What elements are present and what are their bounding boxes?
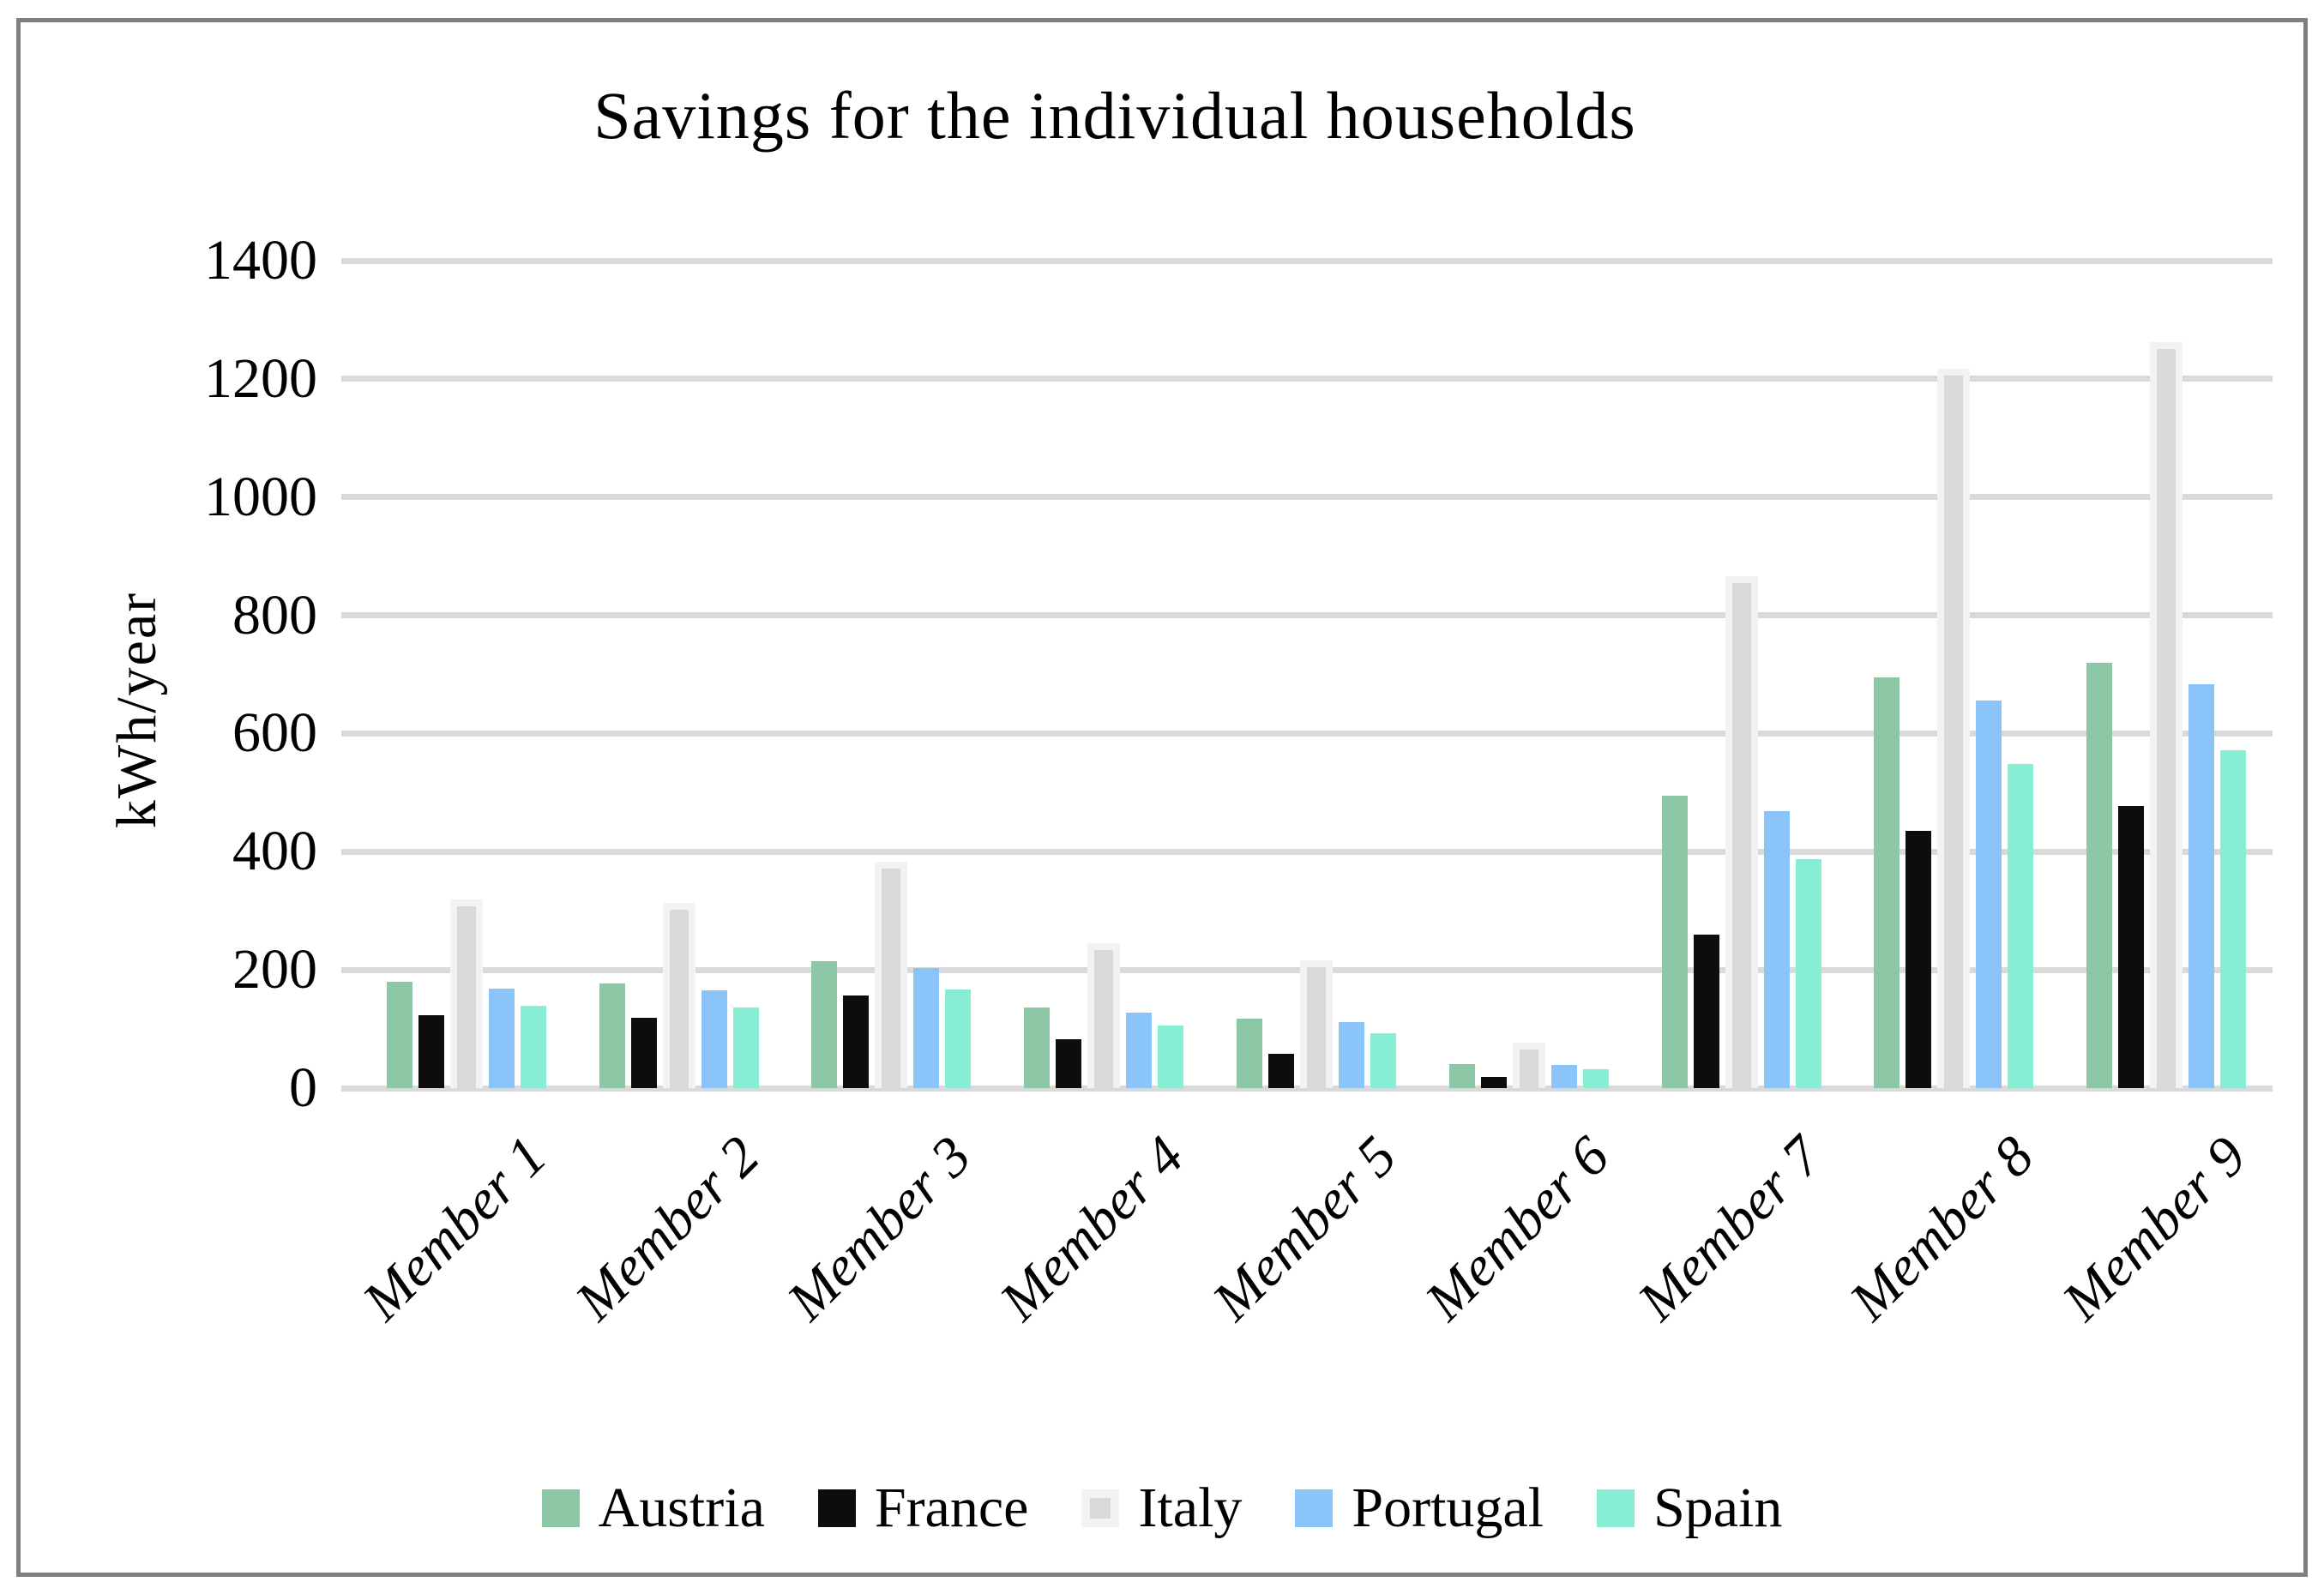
y-tick-label-1000: 1000 — [204, 465, 317, 528]
bar-spain-member-5 — [1370, 1032, 1396, 1088]
gridline-1000 — [341, 494, 2273, 501]
legend-swatch-spain — [1597, 1489, 1635, 1527]
bar-france-member-9 — [2118, 806, 2145, 1088]
bar-austria-member-6 — [1448, 1063, 1475, 1088]
x-tick-label-member-9: Member 9 — [2050, 1124, 2259, 1332]
legend: Austria France Italy Portugal Spain — [0, 1471, 2324, 1545]
bar-france-member-8 — [1906, 831, 1932, 1088]
bar-austria-member-9 — [2086, 662, 2113, 1088]
y-tick-label-600: 600 — [232, 701, 317, 765]
legend-swatch-italy — [1081, 1489, 1120, 1527]
bar-italy-member-7 — [1725, 575, 1758, 1088]
bar-france-member-7 — [1693, 934, 1719, 1088]
legend-label-france: France — [874, 1477, 1029, 1539]
x-tick-label-member-6: Member 6 — [1412, 1124, 1622, 1332]
bar-spain-member-3 — [945, 989, 972, 1088]
bar-austria-member-8 — [1874, 677, 1900, 1088]
bar-group-member-9 — [2060, 261, 2273, 1088]
legend-label-portugal: Portugal — [1352, 1477, 1544, 1539]
bar-spain-member-4 — [1158, 1025, 1184, 1088]
legend-swatch-portugal — [1295, 1489, 1334, 1527]
bar-spain-member-8 — [2008, 764, 2034, 1088]
y-tick-label-800: 800 — [232, 583, 317, 647]
y-tick-label-1400: 1400 — [204, 229, 317, 292]
bar-austria-member-7 — [1661, 795, 1688, 1088]
bar-portugal-member-2 — [701, 990, 727, 1088]
bar-france-member-2 — [630, 1017, 657, 1088]
legend-item-portugal: Portugal — [1295, 1480, 1544, 1537]
bar-italy-member-2 — [662, 902, 695, 1088]
x-tick-label-member-5: Member 5 — [1201, 1124, 1409, 1332]
bar-italy-member-6 — [1512, 1042, 1545, 1088]
bar-portugal-member-7 — [1763, 811, 1790, 1088]
y-tick-label-200: 200 — [232, 938, 317, 1002]
bar-portugal-member-8 — [1976, 700, 2002, 1088]
bar-group-member-6 — [1423, 261, 1635, 1088]
bar-spain-member-6 — [1582, 1068, 1609, 1088]
bar-france-member-3 — [843, 995, 870, 1088]
plot-area — [341, 257, 2273, 1092]
bar-spain-member-7 — [1795, 858, 1821, 1088]
bar-group-member-4 — [997, 261, 1210, 1088]
bar-italy-member-4 — [1087, 942, 1121, 1088]
x-tick-label-member-8: Member 8 — [1838, 1124, 2046, 1332]
x-tick-label-member-1: Member 1 — [351, 1124, 559, 1332]
legend-item-austria: Austria — [541, 1477, 765, 1539]
bar-portugal-member-3 — [913, 968, 940, 1088]
bar-italy-member-5 — [1299, 959, 1333, 1088]
legend-label-spain: Spain — [1653, 1477, 1783, 1539]
bar-portugal-member-1 — [488, 989, 515, 1088]
legend-label-austria: Austria — [598, 1477, 765, 1539]
bar-france-member-4 — [1056, 1039, 1082, 1088]
bar-spain-member-1 — [520, 1005, 546, 1088]
gridline-1400 — [341, 257, 2273, 264]
bar-austria-member-3 — [811, 960, 838, 1088]
bar-portugal-member-6 — [1550, 1065, 1577, 1088]
bar-france-member-1 — [418, 1014, 444, 1088]
bar-france-member-6 — [1480, 1076, 1507, 1088]
gridline-1200 — [341, 376, 2273, 382]
y-tick-label-1200: 1200 — [204, 346, 317, 410]
legend-swatch-austria — [541, 1489, 580, 1527]
bar-portugal-member-9 — [2189, 684, 2215, 1088]
x-axis-tick-labels: Member 1 Member 2 Member 3 Member 4 Member 5… — [351, 1088, 2273, 1448]
bar-spain-member-9 — [2220, 749, 2247, 1088]
bar-group-member-2 — [573, 261, 786, 1088]
bar-austria-member-2 — [599, 983, 625, 1088]
bar-group-member-7 — [1635, 261, 1848, 1088]
bar-group-member-1 — [360, 261, 573, 1088]
bar-france-member-5 — [1267, 1054, 1294, 1088]
bar-portugal-member-5 — [1338, 1021, 1364, 1088]
gridline-400 — [341, 848, 2273, 855]
bar-austria-member-4 — [1024, 1008, 1051, 1088]
gridline-0 — [341, 1085, 2273, 1092]
bar-italy-member-8 — [1937, 369, 1971, 1088]
legend-item-france: France — [817, 1477, 1029, 1539]
y-axis-tick-labels: 1400 1200 1000 800 600 400 200 0 — [129, 232, 317, 1116]
y-tick-label-0: 0 — [289, 1056, 317, 1119]
x-tick-label-member-2: Member 2 — [563, 1124, 771, 1332]
gridline-800 — [341, 612, 2273, 619]
legend-label-italy: Italy — [1138, 1477, 1243, 1539]
bar-austria-member-5 — [1236, 1018, 1262, 1088]
x-tick-label-member-3: Member 3 — [775, 1124, 984, 1332]
legend-item-spain: Spain — [1597, 1480, 1782, 1537]
bar-group-member-8 — [1847, 261, 2060, 1088]
gridline-600 — [341, 730, 2273, 737]
bar-group-member-3 — [786, 261, 998, 1088]
bar-spain-member-2 — [732, 1007, 759, 1088]
bar-italy-member-1 — [449, 899, 483, 1088]
bar-austria-member-1 — [386, 981, 412, 1088]
chart-title: Savings for the individual households — [593, 78, 1636, 153]
legend-item-italy: Italy — [1081, 1480, 1242, 1537]
bar-italy-member-9 — [2150, 342, 2183, 1088]
bar-group-member-5 — [1210, 261, 1423, 1088]
bar-portugal-member-4 — [1126, 1012, 1153, 1088]
x-tick-label-member-4: Member 4 — [988, 1124, 1196, 1332]
chart-outer-frame — [16, 18, 2308, 1577]
legend-swatch-france — [817, 1489, 856, 1527]
x-tick-label-member-7: Member 7 — [1625, 1124, 1833, 1332]
bar-italy-member-3 — [875, 862, 908, 1088]
y-tick-label-400: 400 — [232, 820, 317, 883]
